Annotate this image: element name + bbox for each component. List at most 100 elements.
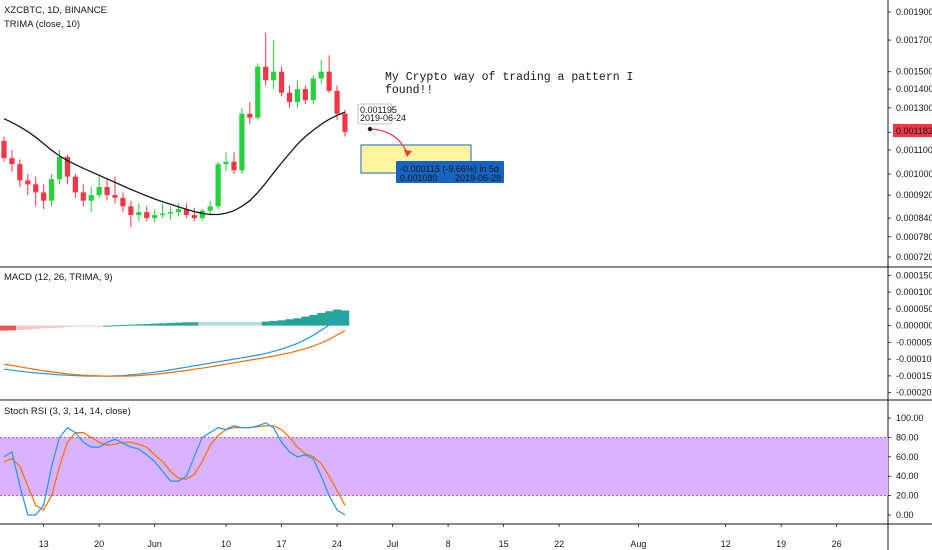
macd-hist-bar xyxy=(15,325,25,330)
candle xyxy=(302,85,308,104)
macd-hist-bar xyxy=(71,325,80,327)
candle xyxy=(294,80,301,108)
candle xyxy=(72,174,78,198)
macd-pane[interactable]: 0.000150 0.000100 0.000050 0.000000 -0.00005… xyxy=(0,270,932,398)
candle xyxy=(120,192,126,213)
time-tick-label: 17 xyxy=(277,539,287,549)
candle xyxy=(25,174,31,196)
candle xyxy=(80,184,86,207)
end-date: 2019-06-29 xyxy=(455,173,501,183)
time-tick-label: 19 xyxy=(776,539,786,549)
macd-hist-bar xyxy=(277,320,286,326)
macd-hist-bar xyxy=(7,325,17,331)
time-tick-label: 26 xyxy=(832,539,842,549)
macd-tick-label: -0.000150 xyxy=(896,371,932,381)
candle xyxy=(191,207,197,222)
price-tick-label: 0.000720 xyxy=(896,252,932,262)
symbol-title[interactable]: XZCBTC, 1D, BINANCE xyxy=(4,5,107,16)
macd-hist-bar xyxy=(142,323,152,326)
candle-body xyxy=(152,215,158,219)
stoch-k-line xyxy=(3,422,346,516)
last-price-badge xyxy=(893,124,932,137)
macd-hist-bar xyxy=(182,322,191,326)
candle-body xyxy=(160,213,166,216)
time-axis[interactable]: 13 20 Jun 10 17 24 Jul 8 15 22 Aug 12 19 26 xyxy=(39,524,842,549)
candle-body xyxy=(207,206,213,211)
candle-body xyxy=(136,212,142,216)
candle-body xyxy=(342,113,348,132)
stoch-tick-label: 100.00 xyxy=(896,413,924,423)
time-tick-label: 22 xyxy=(554,539,564,549)
start-label-box xyxy=(357,103,393,125)
macd-hist-bar xyxy=(230,321,239,326)
candle xyxy=(342,109,348,137)
stoch-tick-label: 40.00 xyxy=(896,471,919,481)
candle xyxy=(160,203,166,219)
candle xyxy=(334,85,340,120)
annotation-line-2: found!! xyxy=(385,84,433,97)
stoch-legend[interactable]: Stoch RSI (3, 3, 14, 14, close) xyxy=(4,406,131,417)
macd-hist-bar xyxy=(214,321,223,326)
candle xyxy=(215,161,221,210)
candle xyxy=(9,149,15,172)
macd-tick-label: -0.000050 xyxy=(896,337,932,347)
change-label-box xyxy=(396,161,504,183)
macd-legend[interactable]: MACD (12, 26, TRIMA, 9) xyxy=(4,272,113,283)
stoch-tick-label: 20.00 xyxy=(896,491,919,501)
candle-body xyxy=(310,78,316,101)
macd-axis[interactable]: 0.000150 0.000100 0.000050 0.000000 -0.00005… xyxy=(888,270,932,398)
macd-hist-bar xyxy=(111,325,120,327)
macd-hist-bar xyxy=(174,322,183,326)
candle-body xyxy=(223,161,229,165)
stoch-rsi-pane[interactable]: 100.00 80.00 60.00 40.00 20.00 0.00 xyxy=(0,413,924,520)
candle-body xyxy=(80,192,86,201)
macd-hist-bar xyxy=(261,321,270,326)
candle-body xyxy=(48,179,55,201)
candle-body xyxy=(215,164,221,207)
candle xyxy=(167,206,174,220)
stoch-axis[interactable]: 100.00 80.00 60.00 40.00 20.00 0.00 xyxy=(888,413,924,520)
candle-body xyxy=(247,113,253,118)
change-text: -0.000115 (-9.66%) in 5d xyxy=(400,164,499,174)
macd-hist-bar xyxy=(253,321,263,326)
time-tick-label: Jun xyxy=(147,539,162,549)
candle-body xyxy=(112,195,118,198)
macd-hist-bar xyxy=(237,321,247,326)
time-tick-label: 8 xyxy=(446,539,451,549)
price-range-tool[interactable]: 0.001195 2019-06-24 -0.000115 (-9.66%) i… xyxy=(357,103,504,183)
candle xyxy=(247,102,253,124)
candle xyxy=(48,174,55,207)
time-tick-label: 13 xyxy=(39,539,49,549)
macd-hist-bar xyxy=(103,325,112,327)
macd-hist-bar xyxy=(269,320,278,326)
macd-hist-bar xyxy=(333,309,342,326)
annotation-line-1: My Crypto way of trading a pattern I xyxy=(385,71,633,84)
macd-hist-bar xyxy=(39,325,48,329)
candle xyxy=(1,136,7,162)
candle-body xyxy=(167,212,174,214)
price-tick-label: 0.001400 xyxy=(896,84,932,94)
macd-histogram xyxy=(0,309,350,331)
time-tick-label: 10 xyxy=(221,539,231,549)
candle xyxy=(239,107,245,175)
trima-line xyxy=(3,111,346,216)
stoch-tick-label: 60.00 xyxy=(896,452,919,462)
annotation-text[interactable]: My Crypto way of trading a pattern I fou… xyxy=(385,71,633,97)
price-tick-label: 0.000780 xyxy=(896,232,932,242)
candle-body xyxy=(191,215,197,219)
candle xyxy=(152,209,158,223)
candle xyxy=(278,66,285,97)
candles-group xyxy=(1,32,348,228)
candle-body xyxy=(294,89,301,103)
trima-legend[interactable]: TRIMA (close, 10) xyxy=(4,19,80,30)
candle-body xyxy=(64,156,71,177)
measure-start-dot[interactable] xyxy=(367,126,373,132)
candle xyxy=(318,60,324,84)
macd-hist-bar xyxy=(118,324,128,326)
macd-hist-bar xyxy=(79,325,88,327)
stoch-band xyxy=(0,437,888,496)
time-tick-label: Jul xyxy=(387,539,399,549)
candle xyxy=(41,184,47,210)
macd-hist-bar xyxy=(293,318,302,326)
last-price-tag: 0.001182 xyxy=(893,124,932,137)
